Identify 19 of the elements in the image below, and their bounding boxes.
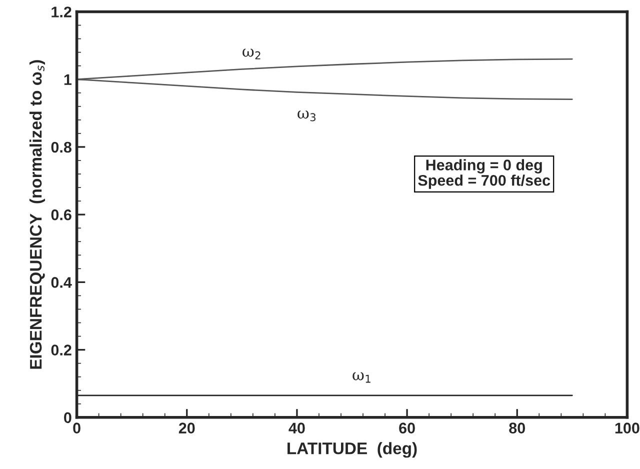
y-tick-label: 1.2: [52, 6, 72, 18]
y-tick-label: 0.8: [51, 142, 72, 153]
y-tick-label: 0.2: [51, 344, 72, 356]
series-label: ω$_{2}$: [242, 48, 260, 60]
x-axis-title: LATITUDE (deg): [288, 442, 417, 458]
x-tick-label: 100: [615, 422, 640, 434]
y-tick-label: 0.6: [51, 209, 72, 220]
x-tick-label: 60: [399, 422, 415, 434]
y-tick-label: 0.4: [51, 277, 72, 288]
x-tick-label: 0: [73, 422, 80, 434]
y-tick-label: 1: [64, 74, 72, 85]
series-label: ω$_{3}$: [298, 110, 316, 122]
x-tick-label: 40: [288, 422, 305, 434]
x-tick-label: 80: [509, 422, 525, 434]
y-axis-title: EIGENFREQUENCY (normalized to ω$_{s}$): [29, 60, 46, 369]
annotation: Heading = 0 deg Speed = 700 ft/sec: [418, 159, 550, 189]
y-tick-label: 0: [64, 412, 72, 424]
series-label: ω$_{1}$: [352, 372, 370, 383]
x-tick-label: 20: [178, 422, 195, 434]
